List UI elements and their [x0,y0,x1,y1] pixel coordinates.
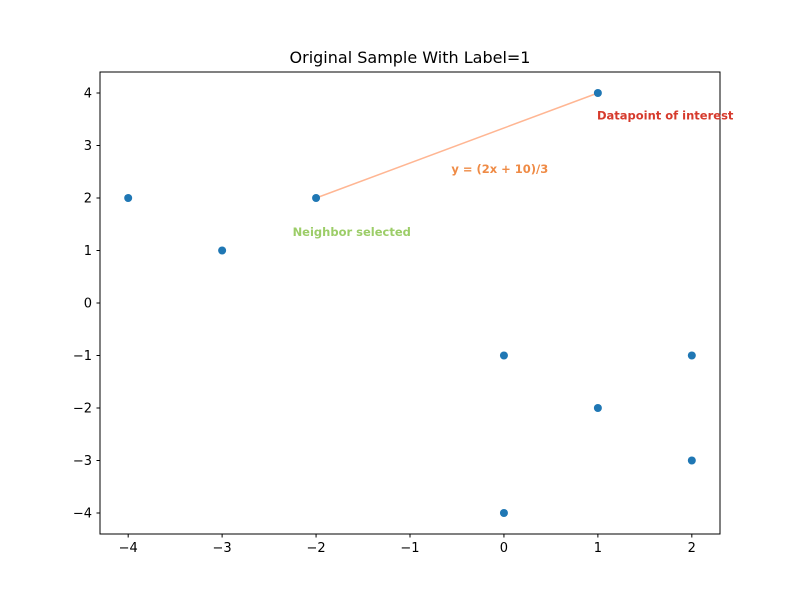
x-tick-label: −3 [213,541,232,556]
x-tick-label: 1 [594,541,602,556]
y-tick-label: −2 [73,402,92,417]
x-tick-label: −2 [306,541,325,556]
x-tick-label: 2 [688,541,696,556]
line-equation-label: y = (2x + 10)/3 [451,162,548,176]
x-tick-label: 0 [500,541,508,556]
datapoint-of-interest-label: Datapoint of interest [597,108,734,122]
plot-area [99,71,721,535]
data-point [124,194,133,202]
plot-content: −4 −3 −2 −1 0 1 2 −4 −3 −2 −1 0 1 2 3 4 y = (2x + 10)/3 D… [73,71,734,556]
data-point [499,351,508,360]
data-point [312,194,321,202]
y-tick-label: 1 [84,244,92,259]
interpolation-line [315,92,599,199]
y-tick-label: −3 [73,454,92,469]
y-tick-label: 0 [84,297,92,312]
x-tick-label: −1 [400,541,419,556]
data-point [593,404,602,412]
chart-title: Original Sample With Label=1 [290,48,531,67]
data-point [218,246,227,255]
data-point [687,456,696,465]
y-tick-label: 3 [84,139,92,154]
neighbor-selected-label: Neighbor selected [293,225,411,239]
y-tick-label: 4 [84,87,92,102]
y-tick-label: −4 [73,507,92,522]
data-point [687,351,696,360]
y-tick-label: 2 [84,192,92,207]
data-point [499,509,508,517]
data-point [593,89,602,97]
x-tick-label: −4 [119,541,138,556]
y-tick-label: −1 [73,349,92,364]
